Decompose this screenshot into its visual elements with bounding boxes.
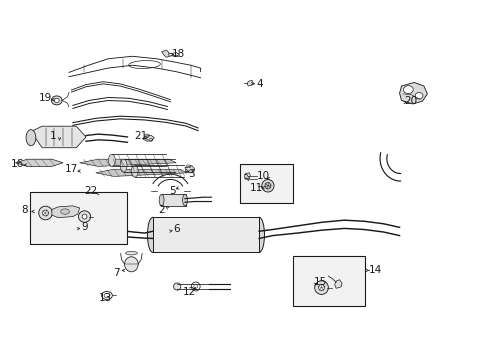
Text: 12: 12 bbox=[183, 287, 196, 297]
Ellipse shape bbox=[261, 180, 273, 192]
Ellipse shape bbox=[54, 98, 59, 103]
Polygon shape bbox=[52, 206, 80, 218]
Ellipse shape bbox=[264, 183, 270, 189]
Text: 16: 16 bbox=[11, 159, 24, 169]
Text: 9: 9 bbox=[81, 222, 88, 232]
Polygon shape bbox=[399, 82, 427, 104]
Ellipse shape bbox=[173, 283, 181, 290]
Polygon shape bbox=[15, 159, 63, 166]
Polygon shape bbox=[244, 173, 250, 179]
Ellipse shape bbox=[314, 281, 328, 294]
Text: 3: 3 bbox=[188, 168, 195, 179]
Text: 22: 22 bbox=[84, 186, 97, 197]
Bar bbox=[239, 164, 293, 203]
Bar bbox=[160, 194, 185, 206]
Text: 8: 8 bbox=[21, 206, 27, 216]
Bar bbox=[153, 217, 259, 252]
Text: 10: 10 bbox=[256, 171, 269, 181]
Polygon shape bbox=[161, 50, 168, 57]
Polygon shape bbox=[96, 169, 186, 176]
Text: 1: 1 bbox=[50, 131, 57, 141]
Ellipse shape bbox=[182, 194, 187, 206]
Ellipse shape bbox=[414, 93, 422, 99]
Text: 11: 11 bbox=[249, 183, 263, 193]
Text: 13: 13 bbox=[99, 293, 112, 303]
Ellipse shape bbox=[120, 159, 127, 172]
Ellipse shape bbox=[51, 96, 62, 105]
Polygon shape bbox=[143, 135, 154, 141]
Polygon shape bbox=[31, 126, 86, 148]
Ellipse shape bbox=[318, 285, 324, 291]
Polygon shape bbox=[334, 280, 341, 288]
Ellipse shape bbox=[125, 251, 137, 255]
Text: 5: 5 bbox=[169, 186, 175, 197]
Ellipse shape bbox=[78, 211, 90, 222]
Ellipse shape bbox=[108, 154, 115, 166]
Text: 15: 15 bbox=[313, 277, 326, 287]
Ellipse shape bbox=[253, 217, 264, 252]
Ellipse shape bbox=[39, 206, 52, 220]
Ellipse shape bbox=[159, 194, 163, 206]
Text: 2: 2 bbox=[158, 206, 164, 216]
Bar bbox=[293, 256, 365, 306]
Ellipse shape bbox=[26, 130, 36, 146]
Ellipse shape bbox=[42, 210, 48, 216]
Polygon shape bbox=[246, 80, 253, 86]
Text: 14: 14 bbox=[368, 265, 381, 275]
Text: 4: 4 bbox=[256, 79, 263, 89]
Text: 18: 18 bbox=[172, 49, 185, 59]
Text: 20: 20 bbox=[404, 96, 417, 106]
Ellipse shape bbox=[124, 257, 138, 272]
Ellipse shape bbox=[147, 217, 158, 252]
Ellipse shape bbox=[131, 165, 138, 177]
Text: 21: 21 bbox=[134, 131, 147, 141]
Text: 6: 6 bbox=[173, 224, 179, 234]
Polygon shape bbox=[80, 159, 176, 166]
Ellipse shape bbox=[61, 209, 69, 214]
Text: 19: 19 bbox=[39, 93, 52, 103]
Polygon shape bbox=[184, 166, 194, 173]
Ellipse shape bbox=[403, 86, 412, 94]
Text: 17: 17 bbox=[64, 164, 78, 174]
Ellipse shape bbox=[82, 214, 87, 219]
Text: 7: 7 bbox=[113, 268, 120, 278]
Bar bbox=[30, 192, 127, 244]
